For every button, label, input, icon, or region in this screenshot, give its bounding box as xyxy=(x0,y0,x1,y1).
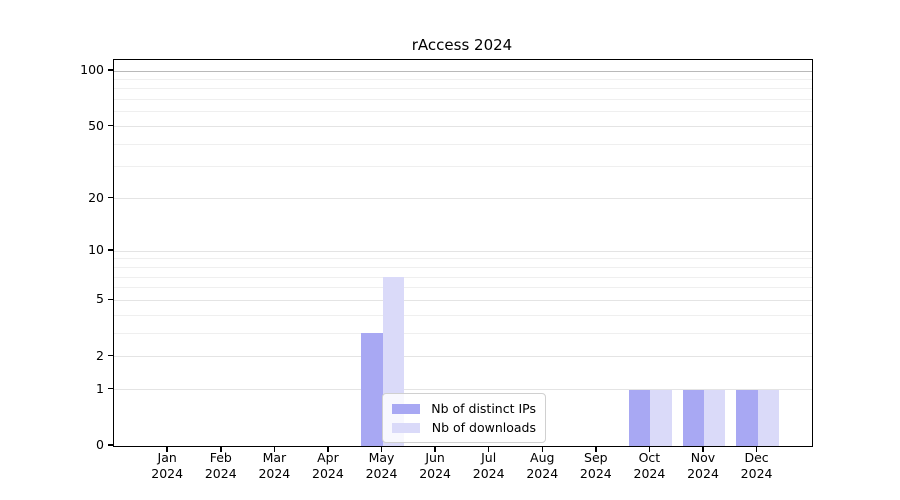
gridline-y-60 xyxy=(114,111,812,113)
y-tick-label-50: 50 xyxy=(88,117,104,133)
legend-row-downloads: Nb of downloads xyxy=(392,418,536,437)
x-tick-label-apr: Apr 2024 xyxy=(312,450,344,481)
gridline-y-40 xyxy=(114,143,812,145)
gridline-y-30 xyxy=(114,166,812,168)
x-tick-mark-jun xyxy=(434,446,436,452)
x-tick-label-jan: Jan 2024 xyxy=(151,450,184,481)
chart-title: rAccess 2024 xyxy=(411,36,513,54)
legend-label-downloads: Nb of downloads xyxy=(431,420,536,435)
y-tick-mark-50 xyxy=(108,124,113,127)
x-tick-mark-nov xyxy=(702,446,704,452)
x-tick-mark-may xyxy=(380,446,383,452)
bar-downloads-dec xyxy=(757,389,779,446)
bar-distinct-ips-may xyxy=(361,333,383,446)
x-tick-mark-jan xyxy=(166,446,168,452)
y-tick-label-10: 10 xyxy=(88,242,104,258)
x-tick-mark-feb xyxy=(220,446,222,452)
x-tick-mark-sep xyxy=(595,446,597,452)
y-tick-label-100: 100 xyxy=(80,62,104,77)
x-tick-mark-oct xyxy=(648,446,651,452)
legend-label-distinct-ips: Nb of distinct IPs xyxy=(431,401,536,416)
bar-distinct-ips-dec xyxy=(736,389,758,446)
gridline-y-4 xyxy=(114,314,812,316)
y-tick-mark-20 xyxy=(108,196,113,199)
legend-swatch-distinct-ips-icon xyxy=(392,403,420,414)
gridline-y-10 xyxy=(114,250,812,252)
gridline-y-70 xyxy=(114,99,812,101)
legend-row-distinct-ips: Nb of distinct IPs xyxy=(392,399,536,418)
y-tick-mark-1 xyxy=(108,387,113,390)
y-tick-label-1: 1 xyxy=(96,380,104,396)
x-tick-label-aug: Aug 2024 xyxy=(526,450,559,481)
x-tick-mark-aug xyxy=(541,446,543,452)
y-tick-mark-100 xyxy=(108,69,113,71)
gridline-y-90 xyxy=(114,78,812,80)
legend: Nb of distinct IPs Nb of downloads xyxy=(382,393,546,443)
x-tick-label-sep: Sep 2024 xyxy=(579,450,612,481)
bar-distinct-ips-oct xyxy=(629,389,651,446)
gridline-y-80 xyxy=(114,88,812,90)
y-tick-mark-2 xyxy=(108,354,113,357)
bar-downloads-oct xyxy=(650,389,672,446)
x-tick-mark-dec xyxy=(755,446,758,452)
plot-area: Nb of distinct IPs Nb of downloads xyxy=(113,59,813,447)
gridline-y-5 xyxy=(114,299,812,301)
x-tick-mark-jul xyxy=(487,446,490,452)
y-tick-label-20: 20 xyxy=(88,189,104,205)
gridline-y-20 xyxy=(114,198,812,200)
y-tick-mark-0 xyxy=(108,444,113,446)
x-tick-label-oct: Oct 2024 xyxy=(633,450,666,481)
x-tick-label-feb: Feb 2024 xyxy=(204,450,237,481)
x-tick-label-jul: Jul 2024 xyxy=(472,450,505,481)
gridline-y-2 xyxy=(114,356,812,358)
x-tick-label-jun: Jun 2024 xyxy=(419,450,451,481)
x-tick-label-mar: Mar 2024 xyxy=(258,450,291,481)
x-tick-label-may: May 2024 xyxy=(365,450,398,481)
y-tick-label-0: 0 xyxy=(96,437,104,452)
gridline-y-100 xyxy=(114,70,812,72)
bar-distinct-ips-nov xyxy=(682,389,704,446)
gridline-y-6 xyxy=(114,287,812,289)
gridline-y-1 xyxy=(114,389,812,391)
bar-downloads-nov xyxy=(704,389,726,446)
legend-swatch-downloads-icon xyxy=(392,422,420,433)
y-tick-mark-5 xyxy=(108,298,113,301)
gridline-y-7 xyxy=(114,276,812,278)
x-tick-label-dec: Dec 2024 xyxy=(740,450,773,481)
gridline-y-3 xyxy=(114,332,812,334)
x-tick-mark-mar xyxy=(273,446,276,452)
gridline-y-8 xyxy=(114,266,812,268)
x-tick-label-nov: Nov 2024 xyxy=(687,450,719,481)
gridline-y-9 xyxy=(114,258,812,260)
y-tick-label-2: 2 xyxy=(96,347,104,363)
y-tick-mark-10 xyxy=(108,249,113,251)
gridline-y-50 xyxy=(114,126,812,128)
y-tick-label-5: 5 xyxy=(96,291,104,307)
x-tick-mark-apr xyxy=(327,446,329,452)
